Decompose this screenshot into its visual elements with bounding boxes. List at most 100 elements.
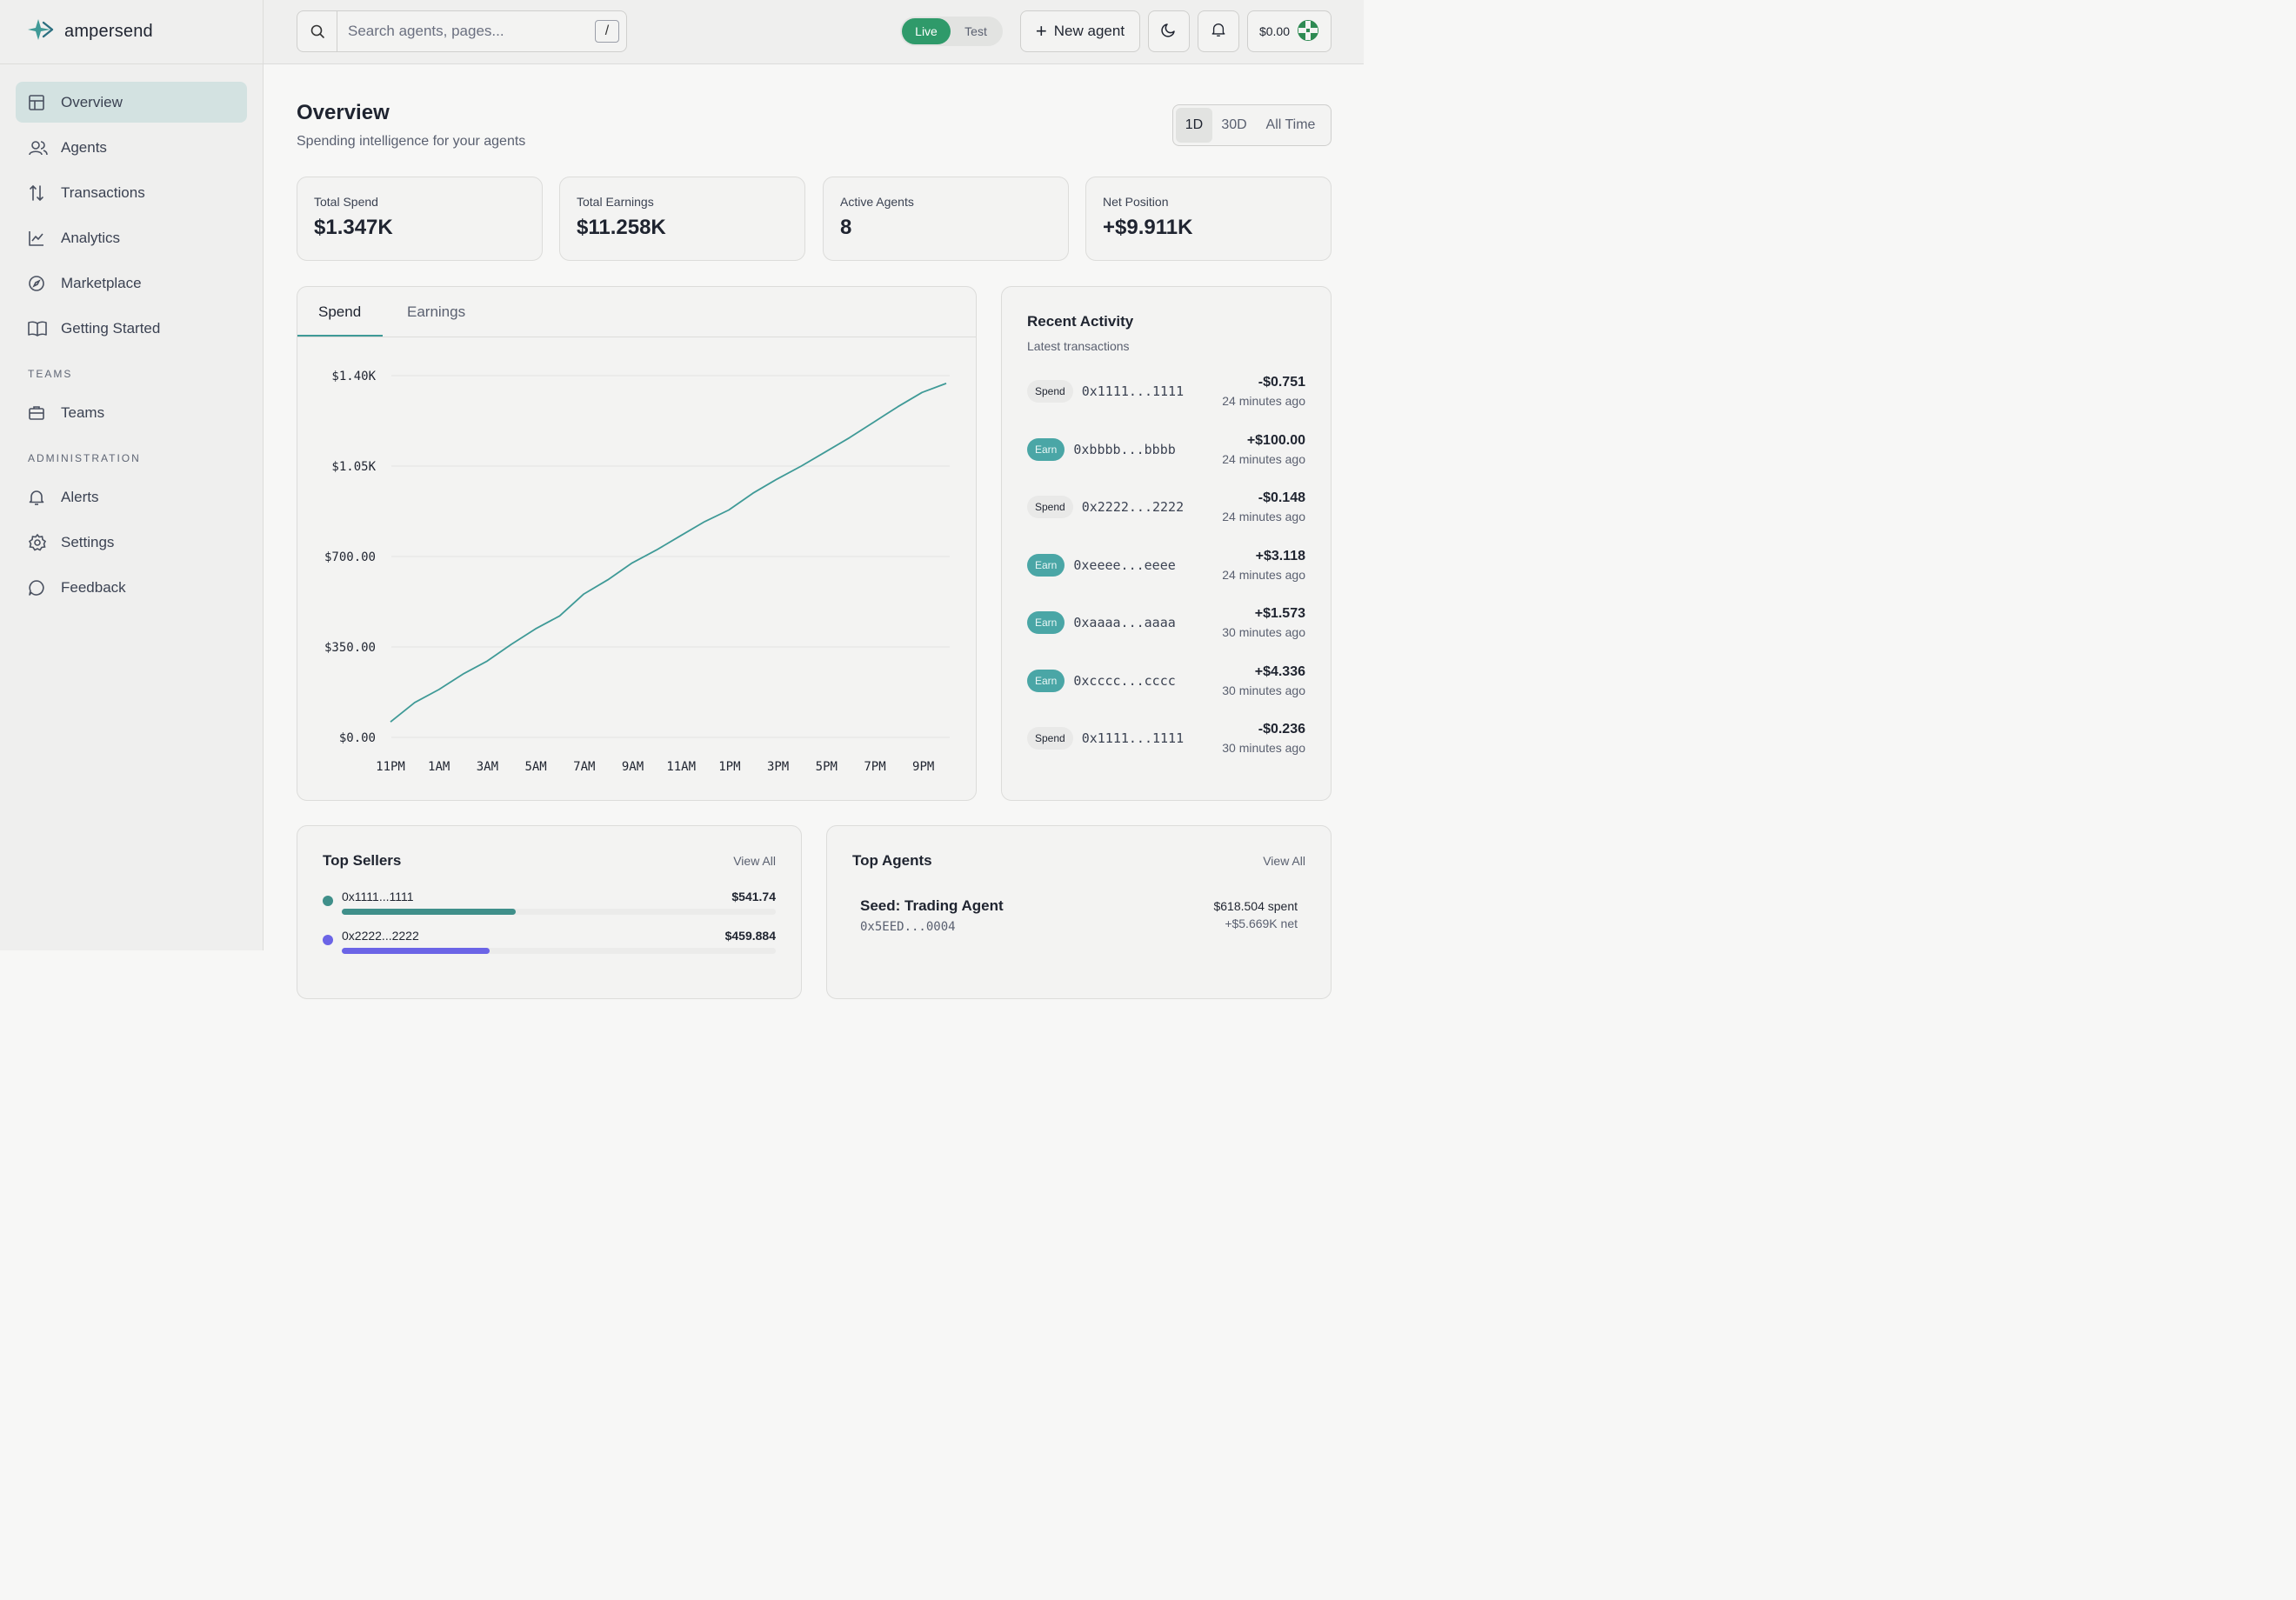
plus-icon: + xyxy=(1035,20,1047,42)
chart-tabs: Spend Earnings xyxy=(297,287,976,337)
x-tick-label: 3AM xyxy=(477,760,498,774)
sidebar-item-label: Getting Started xyxy=(61,319,161,337)
mode-toggle[interactable]: Live Test xyxy=(900,17,1003,46)
search-icon xyxy=(297,11,337,51)
activity-type-badge: Earn xyxy=(1027,553,1065,577)
spend-series-line xyxy=(390,383,947,723)
wallet-button[interactable]: $0.00 xyxy=(1247,10,1332,52)
activity-row[interactable]: Spend 0x2222...2222 -$0.148 24 minutes ago xyxy=(1027,485,1305,529)
stat-card-total-earnings: Total Earnings $11.258K xyxy=(559,177,805,261)
activity-address: 0xeeee...eeee xyxy=(1073,557,1176,573)
search-box[interactable]: / xyxy=(297,10,627,52)
x-tick-label: 5PM xyxy=(816,760,838,774)
sidebar-item-agents[interactable]: Agents xyxy=(16,127,247,168)
seller-share-bar xyxy=(342,948,776,954)
sidebar-item-getting-started[interactable]: Getting Started xyxy=(16,308,247,349)
sidebar-item-feedback[interactable]: Feedback xyxy=(16,567,247,608)
top-agents-card: Top Agents View All Seed: Trading Agent … xyxy=(826,825,1332,999)
time-range-selector[interactable]: 1D 30D All Time xyxy=(1172,104,1332,146)
sidebar-item-alerts[interactable]: Alerts xyxy=(16,477,247,517)
top-sellers-view-all-link[interactable]: View All xyxy=(733,854,776,868)
tab-spend[interactable]: Spend xyxy=(318,303,362,320)
compass-icon xyxy=(28,273,49,294)
sidebar-item-settings[interactable]: Settings xyxy=(16,522,247,563)
teams-heading: TEAMS xyxy=(28,368,73,380)
sidebar-item-overview[interactable]: Overview xyxy=(16,82,247,123)
users-icon xyxy=(28,137,49,158)
activity-row[interactable]: Earn 0xbbbb...bbbb +$100.00 24 minutes ago xyxy=(1027,428,1305,471)
activity-subtitle: Latest transactions xyxy=(1027,339,1130,353)
sidebar-item-label: Transactions xyxy=(61,183,145,201)
sidebar-item-teams[interactable]: Teams xyxy=(16,392,247,433)
activity-time: 24 minutes ago xyxy=(1222,394,1305,408)
sidebar-nav: Overview Agents Transactions Analytics M… xyxy=(0,64,263,630)
y-tick-label: $350.00 xyxy=(324,641,376,655)
y-tick-label: $1.05K xyxy=(331,460,376,474)
activity-amount: +$4.336 xyxy=(1254,663,1305,679)
sidebar-item-transactions[interactable]: Transactions xyxy=(16,172,247,213)
top-agents-view-all-link[interactable]: View All xyxy=(1263,854,1305,868)
bell-icon xyxy=(1211,22,1226,42)
briefcase-icon xyxy=(28,403,49,423)
x-tick-label: 3PM xyxy=(767,760,789,774)
seller-share-bar xyxy=(342,909,776,915)
agent-row[interactable]: Seed: Trading Agent 0x5EED...0004 $618.5… xyxy=(860,897,1298,934)
activity-row[interactable]: Earn 0xaaaa...aaaa +$1.573 30 minutes ago xyxy=(1027,601,1305,644)
new-agent-button[interactable]: + New agent xyxy=(1020,10,1140,52)
message-icon xyxy=(28,577,49,598)
seller-share-fill xyxy=(342,948,490,954)
sidebar-item-label: Feedback xyxy=(61,578,126,596)
activity-time: 30 minutes ago xyxy=(1222,741,1305,755)
activity-row[interactable]: Spend 0x1111...1111 -$0.751 24 minutes ago xyxy=(1027,370,1305,413)
agent-name: Seed: Trading Agent xyxy=(860,897,1004,914)
y-tick-label: $700.00 xyxy=(324,550,376,564)
mode-live-option[interactable]: Live xyxy=(902,18,951,44)
activity-address: 0x2222...2222 xyxy=(1081,499,1185,515)
top-sellers-title: Top Sellers xyxy=(323,852,402,869)
activity-address: 0xcccc...cccc xyxy=(1073,672,1176,689)
arrows-updown-icon xyxy=(28,183,49,203)
activity-row[interactable]: Spend 0x1111...1111 -$0.236 30 minutes ago xyxy=(1027,717,1305,760)
brand[interactable]: ampersend xyxy=(0,0,263,64)
range-all-time[interactable]: All Time xyxy=(1265,117,1316,132)
x-tick-label: 11AM xyxy=(666,760,696,774)
sidebar-item-label: Settings xyxy=(61,533,115,550)
activity-address: 0x1111...1111 xyxy=(1081,730,1185,746)
grid-icon xyxy=(28,92,49,113)
activity-row[interactable]: Earn 0xeeee...eeee +$3.118 24 minutes ago xyxy=(1027,543,1305,587)
activity-type-badge: Earn xyxy=(1027,437,1065,461)
wallet-balance: $0.00 xyxy=(1258,24,1291,38)
x-tick-label: 1AM xyxy=(428,760,450,774)
seller-color-dot xyxy=(323,935,333,945)
range-1d[interactable]: 1D xyxy=(1176,108,1212,143)
line-chart-icon xyxy=(28,228,49,249)
activity-time: 24 minutes ago xyxy=(1222,567,1305,582)
activity-amount: +$100.00 xyxy=(1246,432,1305,448)
seller-row[interactable]: 0x1111...1111 $541.74 xyxy=(323,890,776,924)
tab-earnings[interactable]: Earnings xyxy=(407,303,466,320)
stat-value: +$9.911K xyxy=(1103,216,1193,239)
sidebar-item-label: Agents xyxy=(61,138,107,156)
stat-label: Total Earnings xyxy=(577,195,654,209)
activity-time: 24 minutes ago xyxy=(1222,451,1305,466)
mode-test-option[interactable]: Test xyxy=(964,24,987,38)
seller-row[interactable]: 0x2222...2222 $459.884 xyxy=(323,929,776,963)
stat-value: $11.258K xyxy=(577,216,666,239)
bell-icon xyxy=(28,487,49,508)
notifications-button[interactable] xyxy=(1198,10,1239,52)
stat-label: Active Agents xyxy=(840,195,914,209)
sidebar-item-analytics[interactable]: Analytics xyxy=(16,217,247,258)
activity-type-badge: Earn xyxy=(1027,669,1065,692)
seller-amount: $459.884 xyxy=(724,929,776,943)
wallet-avatar-icon xyxy=(1297,19,1319,44)
theme-toggle-button[interactable] xyxy=(1148,10,1190,52)
spend-chart-card: Spend Earnings $0.00 $350.00 $700.00 $1.05K… xyxy=(297,286,977,801)
sidebar-item-marketplace[interactable]: Marketplace xyxy=(16,263,247,303)
search-input[interactable] xyxy=(337,11,595,51)
seller-share-fill xyxy=(342,909,516,915)
top-sellers-card: Top Sellers View All 0x1111...1111 $541.… xyxy=(297,825,802,999)
range-30d[interactable]: 30D xyxy=(1221,117,1247,132)
activity-row[interactable]: Earn 0xcccc...cccc +$4.336 30 minutes ago xyxy=(1027,659,1305,703)
x-tick-label: 7AM xyxy=(573,760,595,774)
stat-value: $1.347K xyxy=(314,216,393,239)
